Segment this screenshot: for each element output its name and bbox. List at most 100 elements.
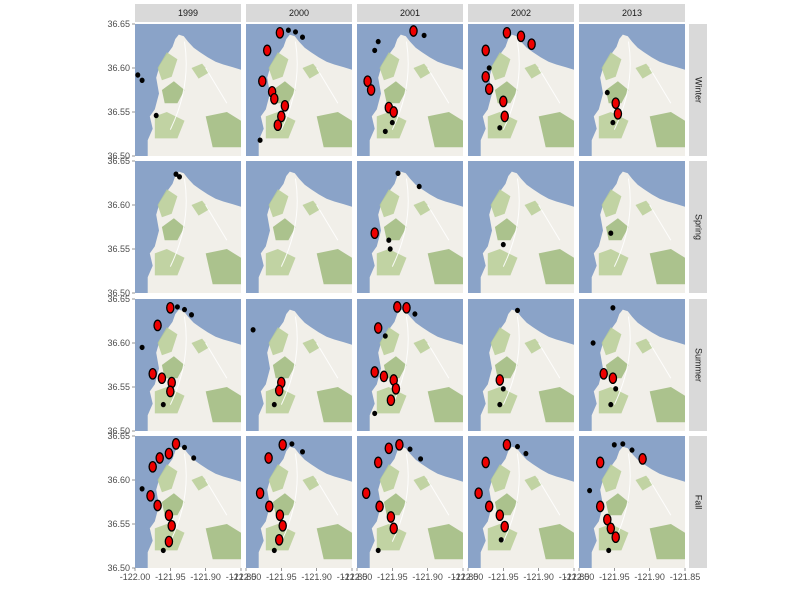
- vegetation-patch: [268, 52, 289, 81]
- filled-patch-point: [409, 25, 418, 37]
- vegetation-patch: [490, 327, 511, 356]
- filled-patch-point: [370, 227, 379, 240]
- filled-patch-point: [274, 533, 284, 546]
- road-line: [391, 41, 409, 130]
- filled-patch-point: [484, 83, 494, 95]
- filled-patch-point: [273, 119, 283, 132]
- filled-patch-point: [166, 301, 175, 314]
- filled-patch-point: [255, 487, 265, 500]
- x-tick-label: -121.85: [337, 572, 368, 582]
- map-panel-spring-1999: [135, 161, 241, 293]
- outline-patch-point: [386, 237, 392, 243]
- map-panel-fall-1999: [135, 436, 241, 568]
- filled-patch-point: [157, 372, 167, 385]
- vegetation-patch: [487, 249, 518, 276]
- x-tick-label: -121.85: [226, 572, 257, 582]
- map-panel-winter-2013: [579, 24, 685, 156]
- outline-patch-point: [497, 401, 503, 408]
- road-line: [205, 479, 228, 516]
- road-line: [649, 67, 672, 104]
- filled-patch-point: [265, 500, 274, 513]
- road-line: [427, 204, 450, 241]
- outline-patch-point: [604, 89, 610, 96]
- filled-patch-point: [613, 107, 623, 120]
- vegetation-patch: [272, 356, 296, 379]
- road-line: [649, 342, 672, 379]
- map-panel-summer-1999: [135, 299, 241, 431]
- map-panel-summer-2001: [357, 299, 463, 431]
- vegetation-patch: [649, 112, 685, 148]
- filled-patch-point: [278, 519, 287, 532]
- map-panel-winter-2001: [357, 24, 463, 156]
- x-tick-label: -121.95: [266, 572, 297, 582]
- vegetation-patch: [427, 524, 463, 560]
- outline-patch-point: [271, 547, 277, 554]
- map-panel-fall-2002: [468, 436, 574, 568]
- outline-patch-point: [486, 65, 492, 71]
- road-line: [427, 342, 450, 379]
- filled-patch-point: [166, 385, 175, 398]
- vegetation-patch: [316, 524, 352, 560]
- filled-patch-point: [393, 301, 402, 313]
- vegetation-patch: [427, 387, 463, 423]
- column-strip-label: 2013: [622, 8, 642, 18]
- map-panel-summer-2002: [468, 299, 574, 431]
- filled-patch-point: [164, 509, 174, 522]
- vegetation-patch: [161, 356, 185, 379]
- filled-patch-point: [606, 522, 616, 535]
- filled-patch-point: [402, 301, 411, 314]
- filled-patch-point: [611, 531, 620, 544]
- vegetation-patch: [376, 249, 407, 276]
- outline-patch-point: [382, 333, 388, 339]
- outline-patch-point: [498, 537, 504, 543]
- outline-patch-point: [620, 441, 626, 447]
- filled-patch-point: [608, 372, 618, 385]
- outline-patch-point: [418, 456, 424, 462]
- vegetation-patch: [191, 338, 210, 354]
- vegetation-patch: [598, 249, 629, 276]
- road-line: [280, 178, 298, 267]
- vegetation-patch: [154, 249, 185, 276]
- x-tick-label: -121.90: [190, 572, 221, 582]
- filled-patch-point: [599, 367, 608, 380]
- vegetation-patch: [538, 524, 574, 560]
- filled-patch-point: [370, 366, 379, 378]
- column-strip: [468, 4, 574, 22]
- outline-patch-point: [375, 38, 381, 45]
- vegetation-patch: [268, 327, 289, 356]
- outline-patch-point: [514, 307, 520, 314]
- vegetation-patch: [635, 338, 654, 354]
- outline-patch-point: [257, 137, 263, 143]
- outline-patch-point: [610, 119, 616, 126]
- filled-patch-point: [502, 26, 512, 39]
- vegetation-patch: [413, 63, 432, 79]
- road-line: [169, 453, 187, 542]
- outline-patch-point: [189, 312, 195, 318]
- filled-patch-point: [481, 44, 490, 57]
- outline-patch-point: [174, 304, 180, 310]
- filled-patch-point: [262, 44, 272, 57]
- filled-patch-point: [499, 95, 508, 108]
- vegetation-patch: [157, 189, 178, 218]
- vegetation-patch: [376, 524, 407, 551]
- filled-patch-point: [270, 92, 279, 105]
- column-strip: [246, 4, 352, 22]
- map-panel-fall-2001: [357, 436, 463, 568]
- vegetation-patch: [379, 189, 400, 218]
- road-line: [280, 41, 298, 130]
- map-panel-spring-2002: [468, 161, 574, 293]
- map-panel-winter-1999: [135, 24, 241, 156]
- vegetation-patch: [272, 81, 296, 104]
- vegetation-patch: [302, 200, 321, 216]
- vegetation-patch: [157, 464, 178, 493]
- filled-patch-point: [167, 519, 176, 532]
- column-strip: [135, 4, 241, 22]
- vegetation-patch: [538, 387, 574, 423]
- y-tick-label: 36.50: [107, 151, 130, 161]
- filled-patch-point: [277, 110, 286, 123]
- outline-patch-point: [608, 401, 614, 408]
- vegetation-patch: [427, 249, 463, 285]
- vegetation-patch: [302, 475, 321, 491]
- outline-patch-point: [514, 443, 520, 450]
- x-tick-label: -121.95: [488, 572, 519, 582]
